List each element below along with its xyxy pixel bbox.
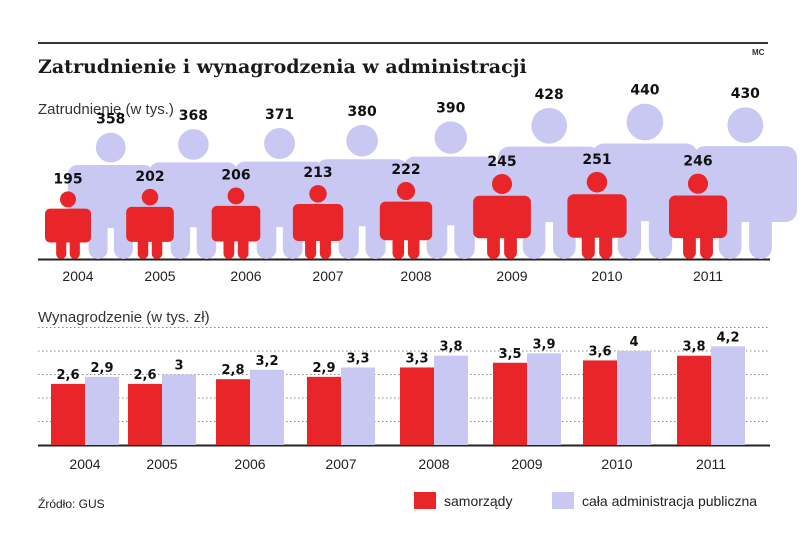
salary-label-samorzady: 2,9 bbox=[312, 361, 335, 376]
legend-swatch-cala bbox=[552, 492, 574, 509]
salary-label-samorzady: 3,8 bbox=[682, 340, 705, 355]
salary-bar-samorzady bbox=[677, 355, 711, 445]
employment-label-samorzady: 206 bbox=[221, 168, 250, 184]
salary-year-label: 2008 bbox=[418, 456, 449, 472]
employment-label-cala: 358 bbox=[96, 112, 125, 128]
employment-figure-samorzady bbox=[211, 187, 261, 259]
salary-year-label: 2005 bbox=[146, 456, 177, 472]
employment-figure-samorzady bbox=[292, 185, 344, 259]
salary-bar-samorzady bbox=[400, 367, 434, 445]
salary-label-samorzady: 3,3 bbox=[405, 351, 428, 366]
employment-year-label: 2004 bbox=[62, 268, 93, 284]
legend-cala: cała administracja publiczna bbox=[552, 492, 757, 509]
salary-label-cala: 3,9 bbox=[532, 337, 555, 352]
salary-label-samorzady: 2,8 bbox=[221, 363, 244, 378]
employment-label-samorzady: 213 bbox=[303, 165, 332, 181]
salary-label-samorzady: 3,6 bbox=[588, 344, 611, 359]
salary-bar-cala bbox=[341, 367, 375, 445]
salary-label-cala: 3,2 bbox=[255, 354, 278, 369]
salary-bar-samorzady bbox=[51, 383, 85, 445]
employment-label-cala: 368 bbox=[179, 108, 208, 124]
salary-label-samorzady: 2,6 bbox=[56, 368, 79, 383]
salary-year-label: 2004 bbox=[69, 456, 100, 472]
salary-year-label: 2010 bbox=[601, 456, 632, 472]
salary-year-label: 2011 bbox=[696, 456, 726, 472]
salary-label-samorzady: 2,6 bbox=[133, 368, 156, 383]
salary-bar-cala bbox=[617, 351, 651, 445]
employment-label-cala: 428 bbox=[535, 87, 564, 103]
credit: MC bbox=[752, 48, 765, 57]
employment-year-label: 2006 bbox=[230, 268, 261, 284]
employment-label-cala: 371 bbox=[265, 107, 294, 123]
salary-bar-samorzady bbox=[307, 376, 341, 445]
employment-figure-samorzady bbox=[44, 191, 92, 259]
salary-label-cala: 3 bbox=[174, 359, 183, 374]
employment-label-samorzady: 195 bbox=[53, 171, 82, 187]
employment-year-label: 2009 bbox=[496, 268, 527, 284]
employment-figure-samorzady bbox=[473, 173, 531, 259]
employment-label-cala: 430 bbox=[731, 86, 760, 102]
chart-title: Zatrudnienie i wynagrodzenia w administr… bbox=[38, 56, 527, 78]
salary-bar-cala bbox=[527, 353, 561, 445]
salary-year-label: 2007 bbox=[325, 456, 356, 472]
employment-label-cala: 380 bbox=[348, 104, 377, 120]
salary-bar-cala bbox=[162, 374, 196, 445]
top-rule bbox=[38, 42, 768, 44]
legend-samorzady: samorządy bbox=[414, 492, 512, 509]
salary-year-label: 2006 bbox=[234, 456, 265, 472]
employment-figure-samorzady bbox=[668, 173, 728, 259]
employment-year-label: 2010 bbox=[591, 268, 622, 284]
salary-bar-cala bbox=[434, 355, 468, 445]
employment-subtitle: Zatrudnienie (w tys.) bbox=[38, 101, 174, 118]
employment-label-cala: 440 bbox=[630, 83, 659, 99]
employment-year-label: 2007 bbox=[312, 268, 343, 284]
legend-label-cala: cała administracja publiczna bbox=[582, 492, 758, 509]
employment-figure-samorzady bbox=[379, 181, 433, 259]
salary-label-cala: 3,8 bbox=[439, 340, 462, 355]
employment-figure-samorzady bbox=[567, 171, 627, 259]
employment-label-samorzady: 251 bbox=[582, 152, 611, 168]
employment-label-samorzady: 202 bbox=[135, 169, 164, 185]
salary-bar-samorzady bbox=[128, 383, 162, 445]
employment-year-label: 2005 bbox=[144, 268, 175, 284]
salary-label-cala: 3,3 bbox=[346, 351, 369, 366]
salary-label-samorzady: 3,5 bbox=[498, 347, 521, 362]
employment-figure-samorzady bbox=[126, 188, 174, 259]
salary-bar-cala bbox=[711, 346, 745, 445]
salary-bar-cala bbox=[250, 369, 284, 445]
employment-label-samorzady: 246 bbox=[683, 154, 712, 170]
salary-bar-samorzady bbox=[493, 362, 527, 445]
salary-label-cala: 2,9 bbox=[90, 361, 113, 376]
salary-label-cala: 4 bbox=[629, 335, 638, 350]
legend-label-samorzady: samorządy bbox=[444, 492, 513, 509]
salary-label-cala: 4,2 bbox=[716, 330, 739, 345]
employment-label-cala: 390 bbox=[436, 100, 465, 116]
salary-bar-samorzady bbox=[583, 360, 617, 445]
salary-bar-cala bbox=[85, 376, 119, 445]
salary-year-label: 2009 bbox=[511, 456, 542, 472]
legend-swatch-samorzady bbox=[414, 492, 436, 509]
salary-subtitle: Wynagrodzenie (w tys. zł) bbox=[38, 309, 210, 326]
employment-label-samorzady: 222 bbox=[391, 162, 420, 178]
salary-bar-samorzady bbox=[216, 379, 250, 445]
source-note: Źródło: GUS bbox=[38, 497, 105, 511]
employment-year-label: 2011 bbox=[693, 268, 723, 284]
employment-label-samorzady: 245 bbox=[487, 154, 516, 170]
employment-year-label: 2008 bbox=[400, 268, 431, 284]
